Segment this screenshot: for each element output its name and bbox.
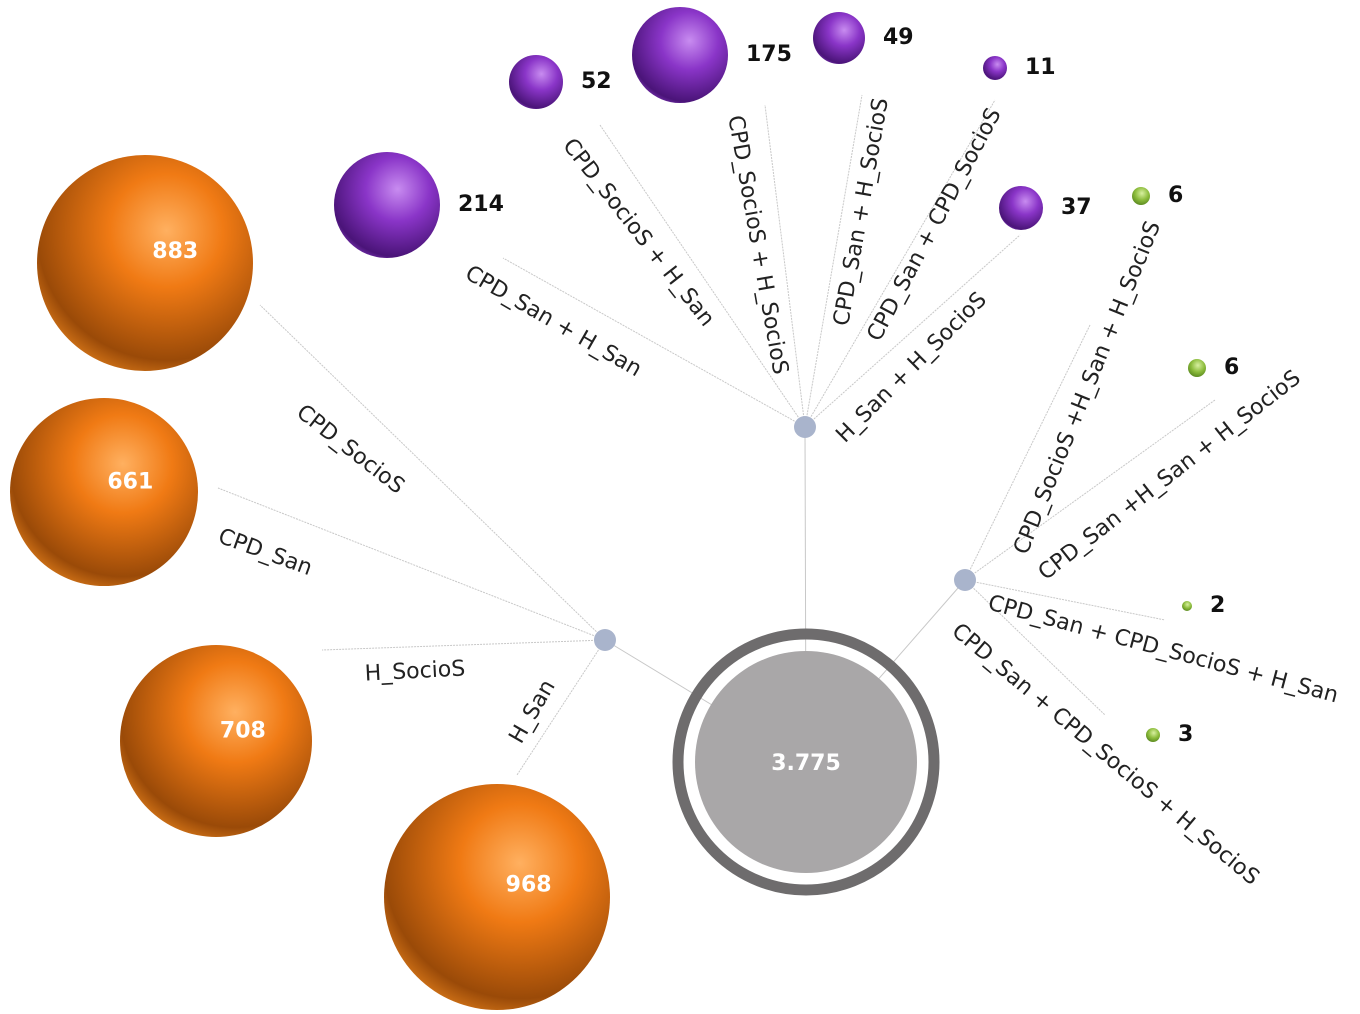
connector <box>964 579 1106 716</box>
center-circle <box>695 651 917 873</box>
bubble <box>983 56 1007 80</box>
bubble <box>632 7 728 103</box>
bubble <box>1182 601 1192 611</box>
bubble-value: 661 <box>107 470 153 495</box>
bubble <box>384 784 610 1010</box>
bubble <box>1132 187 1150 205</box>
connector <box>764 104 806 428</box>
hub <box>794 416 816 438</box>
connector <box>599 124 806 428</box>
connector <box>964 399 1216 581</box>
bubble-value: 3 <box>1178 722 1193 747</box>
hub <box>954 569 976 591</box>
connector <box>804 234 1021 428</box>
bubble <box>509 55 563 109</box>
bubble <box>813 12 865 64</box>
bubble <box>120 645 312 837</box>
connector <box>217 487 606 641</box>
bubble-value: 11 <box>1025 55 1056 80</box>
bubble-value: 883 <box>152 239 198 264</box>
bubble-value: 6 <box>1224 355 1239 380</box>
connector <box>502 257 806 428</box>
center-ring <box>672 628 940 896</box>
connector <box>804 99 996 428</box>
bubble-value: 37 <box>1061 195 1092 220</box>
branch-label: CPD_San <box>215 524 316 581</box>
connectors <box>217 94 1216 776</box>
bubble-value: 968 <box>506 873 552 898</box>
branch-label: CPD_San + H_San <box>461 261 646 382</box>
connector <box>259 304 606 641</box>
branch-label: CPD_SocioS <box>292 400 410 500</box>
bubble-value: 49 <box>883 25 914 50</box>
connector <box>964 579 1166 621</box>
bubble <box>10 398 198 586</box>
bubble <box>334 152 440 258</box>
connector <box>804 94 863 428</box>
bubble <box>1188 359 1206 377</box>
bubble <box>37 155 253 371</box>
center-value: 3.775 <box>771 751 841 776</box>
nodes: 883 CPD_SocioS 661 CPD_San 708 H_SocioS 968 H_S… <box>10 7 1341 1010</box>
branch-label: H_San <box>505 676 561 748</box>
bubble-value: 214 <box>458 192 504 217</box>
bubble-value: 708 <box>220 718 266 743</box>
connector <box>321 639 606 651</box>
bubble-value: 175 <box>746 42 792 67</box>
connector <box>964 324 1091 581</box>
bubble-value: 52 <box>581 69 612 94</box>
bubble <box>999 186 1043 230</box>
bubble-value: 6 <box>1168 183 1183 208</box>
bubble-value: 2 <box>1210 593 1225 618</box>
bubble <box>1146 728 1160 742</box>
branch-label: H_SocioS <box>364 656 466 686</box>
hub <box>594 629 616 651</box>
